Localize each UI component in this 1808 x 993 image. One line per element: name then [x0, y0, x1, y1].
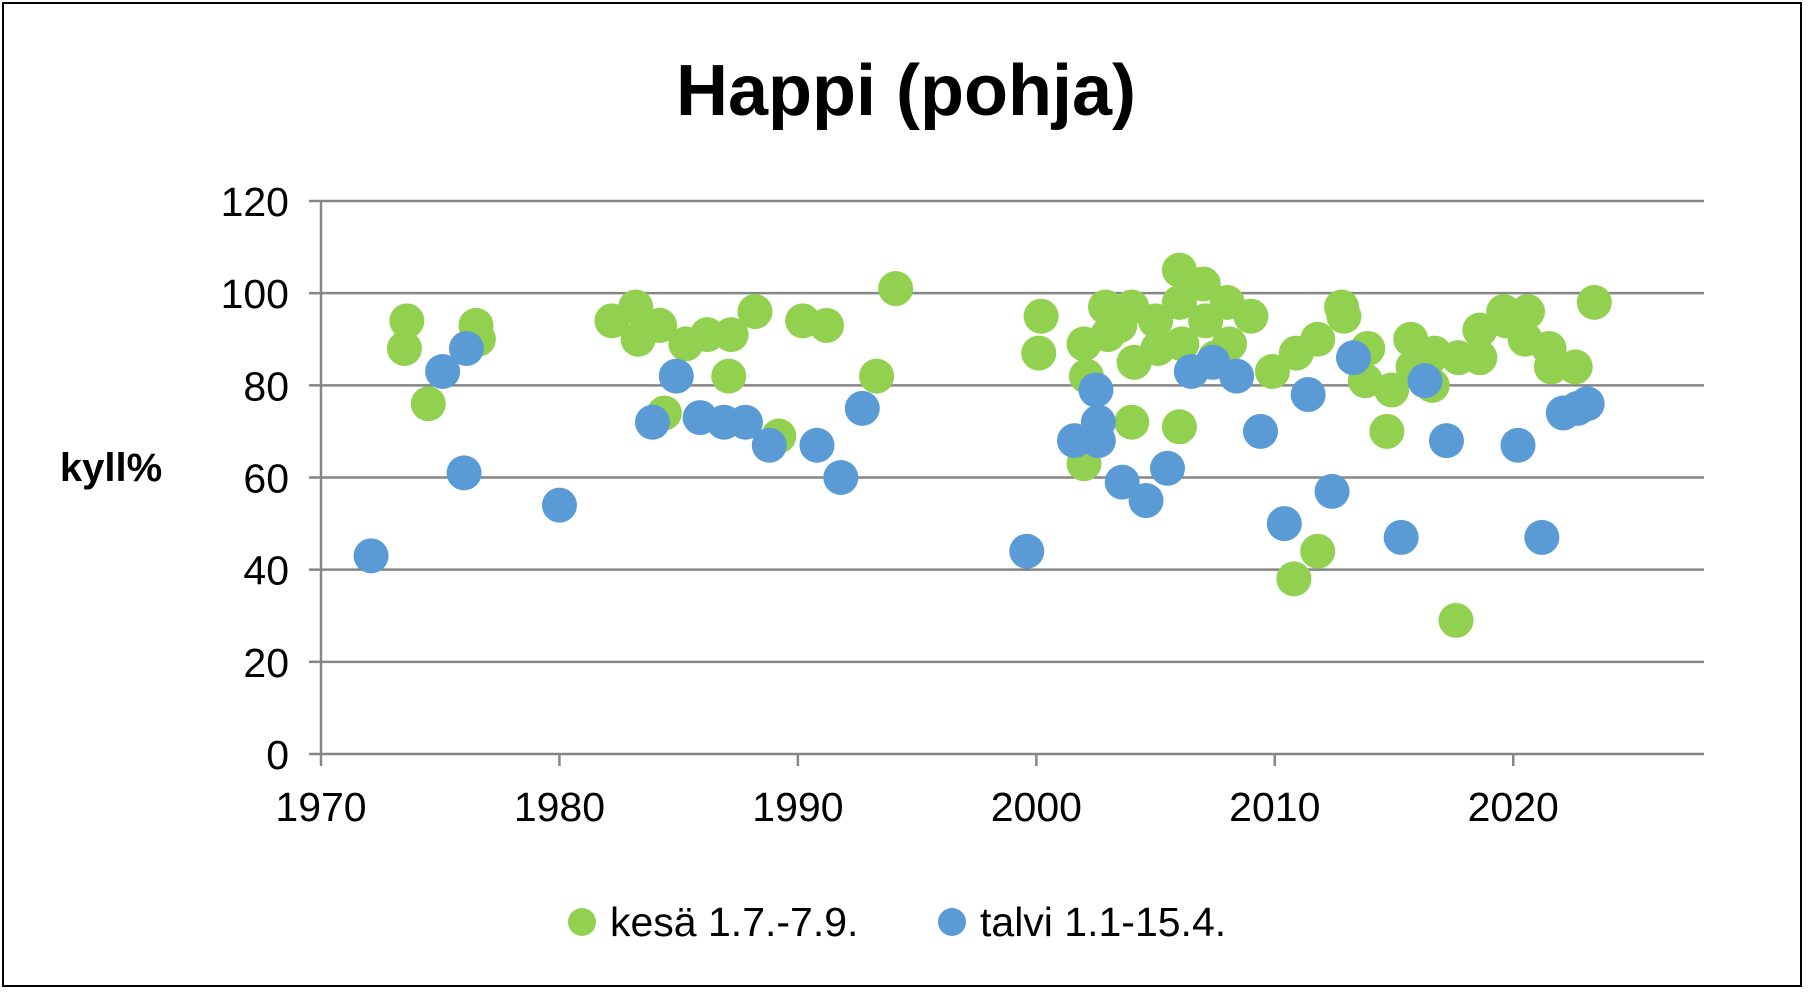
data-point: [809, 307, 845, 343]
data-point: [658, 358, 694, 394]
x-tick-label: 2000: [991, 784, 1082, 830]
data-point: [823, 460, 859, 495]
legend-label-winter: talvi 1.1-15.4.: [980, 899, 1226, 945]
data-point: [1369, 413, 1405, 449]
chart-title: Happi (pohja): [676, 51, 1136, 131]
series-summer: [386, 252, 1612, 638]
data-point: [1290, 377, 1326, 413]
data-point: [1462, 340, 1498, 376]
data-point: [1428, 423, 1464, 459]
legend: kesä 1.7.-7.9. talvi 1.1-15.4.: [568, 899, 1226, 945]
data-point: [541, 487, 577, 523]
data-point: [859, 358, 895, 394]
data-point: [448, 330, 484, 366]
data-point: [1185, 266, 1221, 302]
data-point: [1114, 404, 1150, 440]
data-point: [711, 358, 747, 394]
y-tick-label: 20: [243, 640, 289, 686]
x-tick-label: 2020: [1468, 784, 1559, 830]
data-point: [1242, 413, 1278, 449]
data-point: [1128, 483, 1164, 519]
data-point: [1326, 298, 1362, 334]
gridlines: [321, 199, 1704, 664]
data-point: [1438, 602, 1474, 638]
data-point: [1300, 321, 1336, 357]
data-point: [1104, 464, 1140, 500]
data-point: [425, 354, 461, 390]
axes: [309, 199, 1704, 766]
data-point: [799, 427, 835, 463]
data-point: [878, 271, 914, 307]
data-point: [1407, 363, 1443, 399]
data-point: [1335, 340, 1371, 376]
data-point: [1557, 349, 1593, 385]
x-tick-label: 2010: [1229, 784, 1320, 830]
data-points: [353, 252, 1612, 638]
y-tick-labels: 0 20 40 60 80 100 120: [221, 179, 289, 778]
x-tick-label: 1970: [275, 784, 366, 830]
data-point: [1219, 358, 1255, 394]
data-point: [713, 317, 749, 353]
data-point: [751, 427, 787, 463]
data-point: [1023, 298, 1059, 334]
data-point: [353, 538, 389, 574]
data-point: [844, 390, 880, 426]
data-point: [1374, 372, 1410, 408]
data-point: [1266, 506, 1302, 542]
data-point: [1576, 284, 1612, 320]
data-point: [1021, 335, 1057, 371]
x-tick-labels: 1970 1980 1990 2000 2010 2020: [275, 784, 1558, 830]
data-point: [1161, 284, 1197, 320]
data-point: [1161, 409, 1197, 445]
x-tick-label: 1980: [514, 784, 605, 830]
data-point: [1314, 473, 1350, 509]
data-point: [1254, 354, 1290, 390]
data-point: [1138, 303, 1174, 339]
data-point: [446, 455, 482, 491]
data-point: [1510, 294, 1546, 330]
y-tick-label: 40: [243, 548, 289, 594]
x-tick-label: 1990: [752, 784, 843, 830]
data-point: [642, 307, 678, 343]
data-point: [1383, 519, 1419, 555]
data-point: [389, 303, 425, 339]
legend-marker-winter: [938, 908, 966, 936]
data-point: [386, 330, 422, 366]
data-point: [410, 386, 446, 422]
data-point: [1569, 386, 1605, 422]
data-point: [1233, 298, 1269, 334]
data-point: [1080, 423, 1116, 459]
y-tick-label: 120: [221, 179, 289, 225]
data-point: [1500, 427, 1536, 463]
data-point: [634, 404, 670, 440]
y-tick-label: 0: [266, 732, 289, 778]
data-point: [618, 289, 654, 325]
data-point: [1300, 533, 1336, 569]
data-point: [737, 294, 773, 330]
y-axis-label: kyll%: [60, 446, 162, 490]
series-winter: [353, 330, 1605, 574]
data-point: [1078, 372, 1114, 408]
data-point: [1009, 533, 1045, 569]
data-point: [727, 404, 763, 440]
y-tick-label: 100: [221, 271, 289, 317]
data-point: [1524, 519, 1560, 555]
data-point: [1149, 450, 1185, 486]
data-point: [1164, 326, 1200, 362]
y-tick-label: 80: [243, 363, 289, 409]
y-tick-label: 60: [243, 456, 289, 502]
scatter-chart: Happi (pohja) kyll% 0 20 40 60 80 100 120 1970…: [60, 51, 1704, 945]
legend-marker-summer: [568, 908, 596, 936]
data-point: [1276, 561, 1312, 597]
legend-label-summer: kesä 1.7.-7.9.: [610, 899, 858, 945]
